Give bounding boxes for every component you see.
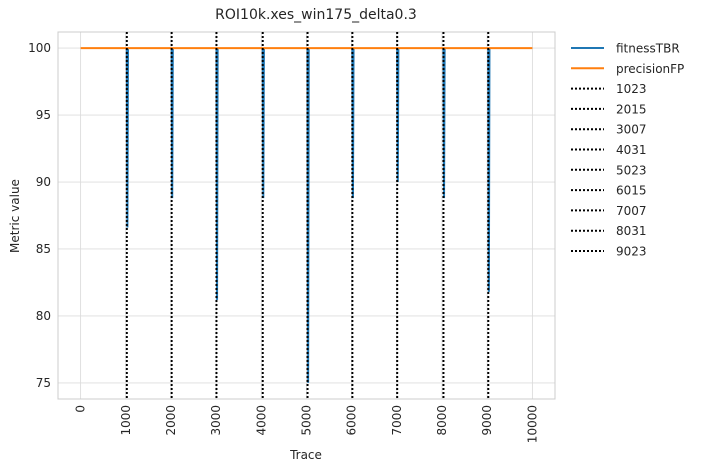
x-tick-label: 5000 [300,405,314,436]
y-tick-label: 100 [28,41,51,55]
legend-label: 6015 [616,184,647,198]
legend-label: 2015 [616,102,647,116]
x-tick-label: 2000 [164,405,178,436]
x-axis-title: Trace [289,448,322,462]
x-tick-label: 10000 [525,405,539,443]
plot-frame [57,31,556,400]
legend-label: 1023 [616,82,647,96]
y-axis-title: Metric value [8,179,22,253]
y-tick-label: 80 [36,309,51,323]
y-tick-label: 85 [36,242,51,256]
chart-title: ROI10k.xes_win175_delta0.3 [215,7,417,23]
x-tick-label: 9000 [480,405,494,436]
y-tick-label: 75 [36,376,51,390]
legend-label: 4031 [616,143,647,157]
legend-label: 5023 [616,163,647,177]
legend-label: 3007 [616,123,647,137]
legend: fitnessTBR precisionFP 1023 2015 3007 4031 502… [571,42,684,259]
x-tick-label: 3000 [209,405,223,436]
y-tick-label: 90 [36,175,51,189]
x-tick-label: 4000 [254,405,268,436]
plot-area: 0 1000 2000 3000 4000 5000 6000 7000 8000 9000 100… [28,31,556,443]
x-tick-label: 7000 [390,405,404,436]
x-tick-label: 8000 [435,405,449,436]
x-tick-label: 1000 [119,405,133,436]
legend-label: 7007 [616,204,647,218]
legend-label: precisionFP [616,62,684,76]
x-tick-label: 6000 [345,405,359,436]
legend-label: 8031 [616,224,647,238]
x-tick-label: 0 [74,405,88,413]
legend-label: fitnessTBR [616,42,680,56]
y-tick-label: 95 [36,108,51,122]
legend-label: 9023 [616,245,647,259]
